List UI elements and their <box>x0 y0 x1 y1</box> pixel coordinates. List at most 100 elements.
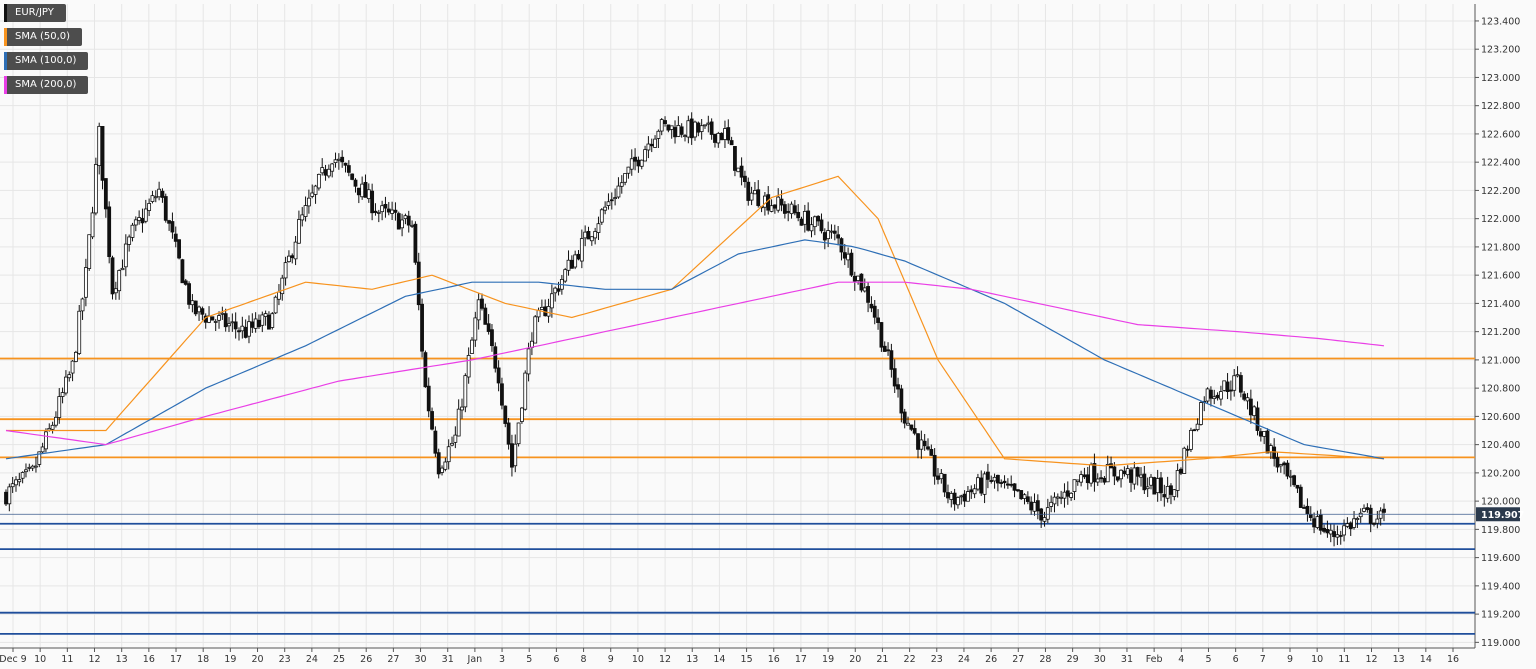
x-tick-label: 29 <box>1067 654 1079 665</box>
candle-body <box>476 299 481 321</box>
candle-body <box>1099 477 1103 480</box>
candle-body <box>24 469 28 473</box>
candle-body <box>1332 531 1336 538</box>
candle-body <box>83 267 88 298</box>
candle-body <box>1119 469 1123 480</box>
plot-area <box>0 4 1475 648</box>
candle-body <box>719 132 724 141</box>
candle-body <box>772 204 777 209</box>
candle-body <box>1002 480 1007 484</box>
y-tick-label: 121.000 <box>1481 355 1520 366</box>
candle-body <box>1105 464 1110 483</box>
candle-body <box>1272 446 1277 459</box>
candle-body <box>802 211 807 225</box>
candle-body <box>163 196 168 221</box>
candle-body <box>10 483 15 488</box>
candle-body <box>1292 475 1297 486</box>
candle-body <box>916 433 920 450</box>
candle-body <box>443 461 448 470</box>
candle-body <box>889 350 894 370</box>
x-tick-label: 17 <box>795 654 807 665</box>
candle-body <box>376 212 381 214</box>
legend-label: SMA (50,0) <box>15 31 71 42</box>
candle-body <box>403 215 408 220</box>
candle-body <box>832 230 837 234</box>
candle-body <box>876 317 880 323</box>
candle-body <box>1075 479 1080 482</box>
candle-body <box>93 164 98 214</box>
candle-body <box>879 322 884 348</box>
candle-body <box>247 321 251 337</box>
y-tick-label: 122.000 <box>1481 214 1520 225</box>
candle-body <box>932 454 937 477</box>
candle-body <box>546 306 551 317</box>
candle-body <box>1228 389 1233 392</box>
chart-legend: EUR/JPY SMA (50,0) SMA (100,0) SMA (200,0) <box>4 4 89 100</box>
candle-body <box>919 439 924 450</box>
legend-swatch <box>4 76 7 94</box>
candle-body <box>606 201 611 206</box>
candle-body <box>653 138 657 148</box>
x-tick-label: 31 <box>442 654 454 665</box>
candle-body <box>400 219 404 229</box>
candle-body <box>180 259 185 284</box>
y-tick-label: 121.600 <box>1481 271 1520 282</box>
candle-body <box>849 252 854 276</box>
y-tick-label: 122.600 <box>1481 129 1520 140</box>
candle-body <box>123 243 128 268</box>
x-tick-label: 23 <box>279 654 291 665</box>
candle-body <box>406 215 411 226</box>
candle-body <box>986 471 990 480</box>
candle-body <box>846 253 851 261</box>
y-tick-label: 121.200 <box>1481 327 1520 338</box>
candle-body <box>1295 484 1300 489</box>
candle-body <box>1382 508 1386 513</box>
candle-body <box>906 422 910 426</box>
candle-body <box>333 159 338 164</box>
candle-body <box>30 465 35 469</box>
candle-body <box>1338 535 1343 537</box>
y-tick-label: 123.400 <box>1481 16 1520 27</box>
candle-body <box>273 296 278 314</box>
candle-body <box>1322 527 1326 532</box>
candle-body <box>1172 489 1177 497</box>
candle-body <box>1132 467 1137 485</box>
legend-swatch <box>4 4 7 22</box>
candle-body <box>167 220 171 224</box>
candle-body <box>14 479 18 486</box>
y-tick-label: 122.200 <box>1481 186 1520 197</box>
candle-body <box>200 308 205 315</box>
x-tick-label: 10 <box>1311 654 1323 665</box>
candle-body <box>500 383 504 406</box>
candle-body <box>323 169 328 176</box>
candle-body <box>626 166 631 174</box>
candle-body <box>77 310 82 354</box>
candle-body <box>1159 477 1163 494</box>
candle-body <box>569 259 574 269</box>
candle-body <box>1152 477 1157 495</box>
candle-body <box>1175 470 1180 491</box>
candle-body <box>433 430 438 454</box>
candle-body <box>100 126 105 181</box>
candle-body <box>107 206 112 258</box>
candle-body <box>313 185 318 195</box>
candle-body <box>1005 483 1010 486</box>
candle-body <box>976 477 980 490</box>
candle-body <box>1209 389 1213 399</box>
x-tick-label: 13 <box>1393 654 1405 665</box>
current-price-badge <box>1476 507 1520 522</box>
candle-body <box>157 188 162 198</box>
candle-body <box>926 446 930 450</box>
x-tick-label: 15 <box>741 654 753 665</box>
candle-body <box>619 182 624 187</box>
candle-body <box>1348 522 1353 530</box>
candle-body <box>1052 496 1057 505</box>
candle-body <box>303 205 308 217</box>
legend-label: SMA (100,0) <box>15 55 77 66</box>
candle-body <box>17 479 22 483</box>
candle-body <box>416 261 421 306</box>
candle-body <box>320 167 325 174</box>
candle-body <box>992 476 997 482</box>
candle-body <box>956 497 960 506</box>
